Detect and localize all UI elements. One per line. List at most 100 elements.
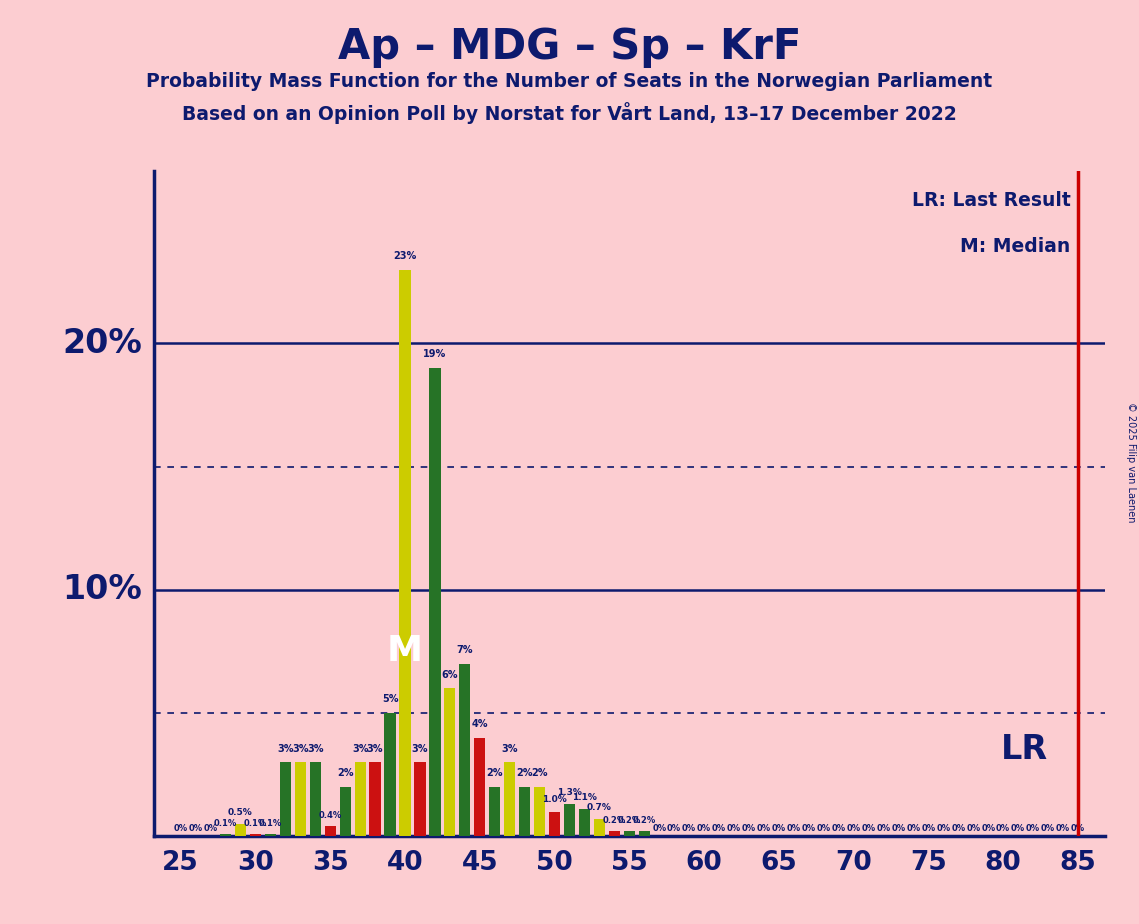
Bar — [534, 787, 546, 836]
Text: 0%: 0% — [997, 824, 1010, 833]
Text: 0.1%: 0.1% — [244, 819, 267, 828]
Bar — [354, 762, 366, 836]
Text: Probability Mass Function for the Number of Seats in the Norwegian Parliament: Probability Mass Function for the Number… — [147, 72, 992, 91]
Text: M: M — [387, 635, 423, 668]
Text: 0.5%: 0.5% — [228, 808, 253, 817]
Text: 0%: 0% — [802, 824, 816, 833]
Text: 0.4%: 0.4% — [319, 811, 342, 821]
Bar — [564, 804, 575, 836]
Text: 0%: 0% — [727, 824, 741, 833]
Bar — [339, 787, 351, 836]
Text: 0%: 0% — [741, 824, 756, 833]
Text: 0%: 0% — [1071, 824, 1085, 833]
Text: 0%: 0% — [697, 824, 711, 833]
Text: 3%: 3% — [352, 744, 368, 754]
Bar — [579, 809, 590, 836]
Bar — [429, 368, 441, 836]
Bar — [369, 762, 380, 836]
Text: 0%: 0% — [936, 824, 950, 833]
Bar — [235, 824, 246, 836]
Text: 6%: 6% — [442, 670, 458, 680]
Text: 0%: 0% — [876, 824, 891, 833]
Text: 0%: 0% — [817, 824, 830, 833]
Text: 5%: 5% — [382, 695, 399, 704]
Text: 2%: 2% — [516, 769, 533, 778]
Text: 3%: 3% — [411, 744, 428, 754]
Bar — [474, 737, 485, 836]
Text: 0.1%: 0.1% — [259, 819, 282, 828]
Text: 0.2%: 0.2% — [603, 816, 626, 825]
Text: 0%: 0% — [173, 824, 188, 833]
Text: 2%: 2% — [337, 769, 353, 778]
Text: 0%: 0% — [189, 824, 203, 833]
Text: 0%: 0% — [892, 824, 906, 833]
Bar — [593, 819, 605, 836]
Text: 0%: 0% — [861, 824, 876, 833]
Text: 2%: 2% — [486, 769, 503, 778]
Text: 0%: 0% — [712, 824, 726, 833]
Bar — [549, 811, 560, 836]
Text: 0%: 0% — [653, 824, 666, 833]
Bar — [519, 787, 531, 836]
Text: 0%: 0% — [667, 824, 681, 833]
Text: Based on an Opinion Poll by Norstat for Vårt Land, 13–17 December 2022: Based on an Opinion Poll by Norstat for … — [182, 102, 957, 124]
Text: 19%: 19% — [424, 349, 446, 359]
Text: 0%: 0% — [204, 824, 218, 833]
Text: 0%: 0% — [831, 824, 846, 833]
Bar — [264, 833, 276, 836]
Text: 3%: 3% — [501, 744, 518, 754]
Text: 0%: 0% — [981, 824, 995, 833]
Bar — [310, 762, 321, 836]
Text: 0%: 0% — [787, 824, 801, 833]
Text: 1.0%: 1.0% — [542, 796, 567, 804]
Bar — [295, 762, 306, 836]
Bar — [505, 762, 515, 836]
Bar — [459, 663, 470, 836]
Text: LR: LR — [1001, 734, 1048, 767]
Text: 0%: 0% — [907, 824, 920, 833]
Bar — [624, 832, 634, 836]
Text: 3%: 3% — [277, 744, 294, 754]
Text: 0%: 0% — [951, 824, 966, 833]
Bar — [280, 762, 290, 836]
Text: 0%: 0% — [1026, 824, 1040, 833]
Text: 0%: 0% — [1011, 824, 1025, 833]
Text: 20%: 20% — [63, 327, 142, 360]
Text: 0%: 0% — [756, 824, 771, 833]
Bar — [608, 832, 620, 836]
Text: 0%: 0% — [966, 824, 981, 833]
Bar — [220, 833, 231, 836]
Text: 2%: 2% — [531, 769, 548, 778]
Text: 7%: 7% — [457, 645, 473, 655]
Text: 3%: 3% — [308, 744, 323, 754]
Text: M: Median: M: Median — [960, 237, 1071, 257]
Text: 0%: 0% — [846, 824, 861, 833]
Text: 0%: 0% — [682, 824, 696, 833]
Text: 3%: 3% — [367, 744, 384, 754]
Text: 3%: 3% — [292, 744, 309, 754]
Bar — [639, 832, 650, 836]
Text: 0%: 0% — [1056, 824, 1070, 833]
Bar — [249, 833, 261, 836]
Text: 0%: 0% — [1041, 824, 1055, 833]
Text: 1.3%: 1.3% — [557, 788, 582, 796]
Text: © 2025 Filip van Laenen: © 2025 Filip van Laenen — [1126, 402, 1136, 522]
Text: 0.1%: 0.1% — [214, 819, 237, 828]
Text: 23%: 23% — [393, 251, 417, 261]
Text: 4%: 4% — [472, 719, 487, 729]
Text: 0.2%: 0.2% — [617, 816, 641, 825]
Bar — [489, 787, 500, 836]
Text: 0%: 0% — [921, 824, 935, 833]
Bar — [415, 762, 426, 836]
Text: 0.2%: 0.2% — [632, 816, 656, 825]
Text: 1.1%: 1.1% — [572, 793, 597, 802]
Text: 0.7%: 0.7% — [587, 803, 612, 811]
Text: 10%: 10% — [63, 573, 142, 606]
Bar — [325, 826, 336, 836]
Text: 0%: 0% — [772, 824, 786, 833]
Text: Ap – MDG – Sp – KrF: Ap – MDG – Sp – KrF — [338, 26, 801, 67]
Bar — [400, 270, 410, 836]
Bar — [385, 713, 395, 836]
Bar — [444, 688, 456, 836]
Text: LR: Last Result: LR: Last Result — [911, 190, 1071, 210]
